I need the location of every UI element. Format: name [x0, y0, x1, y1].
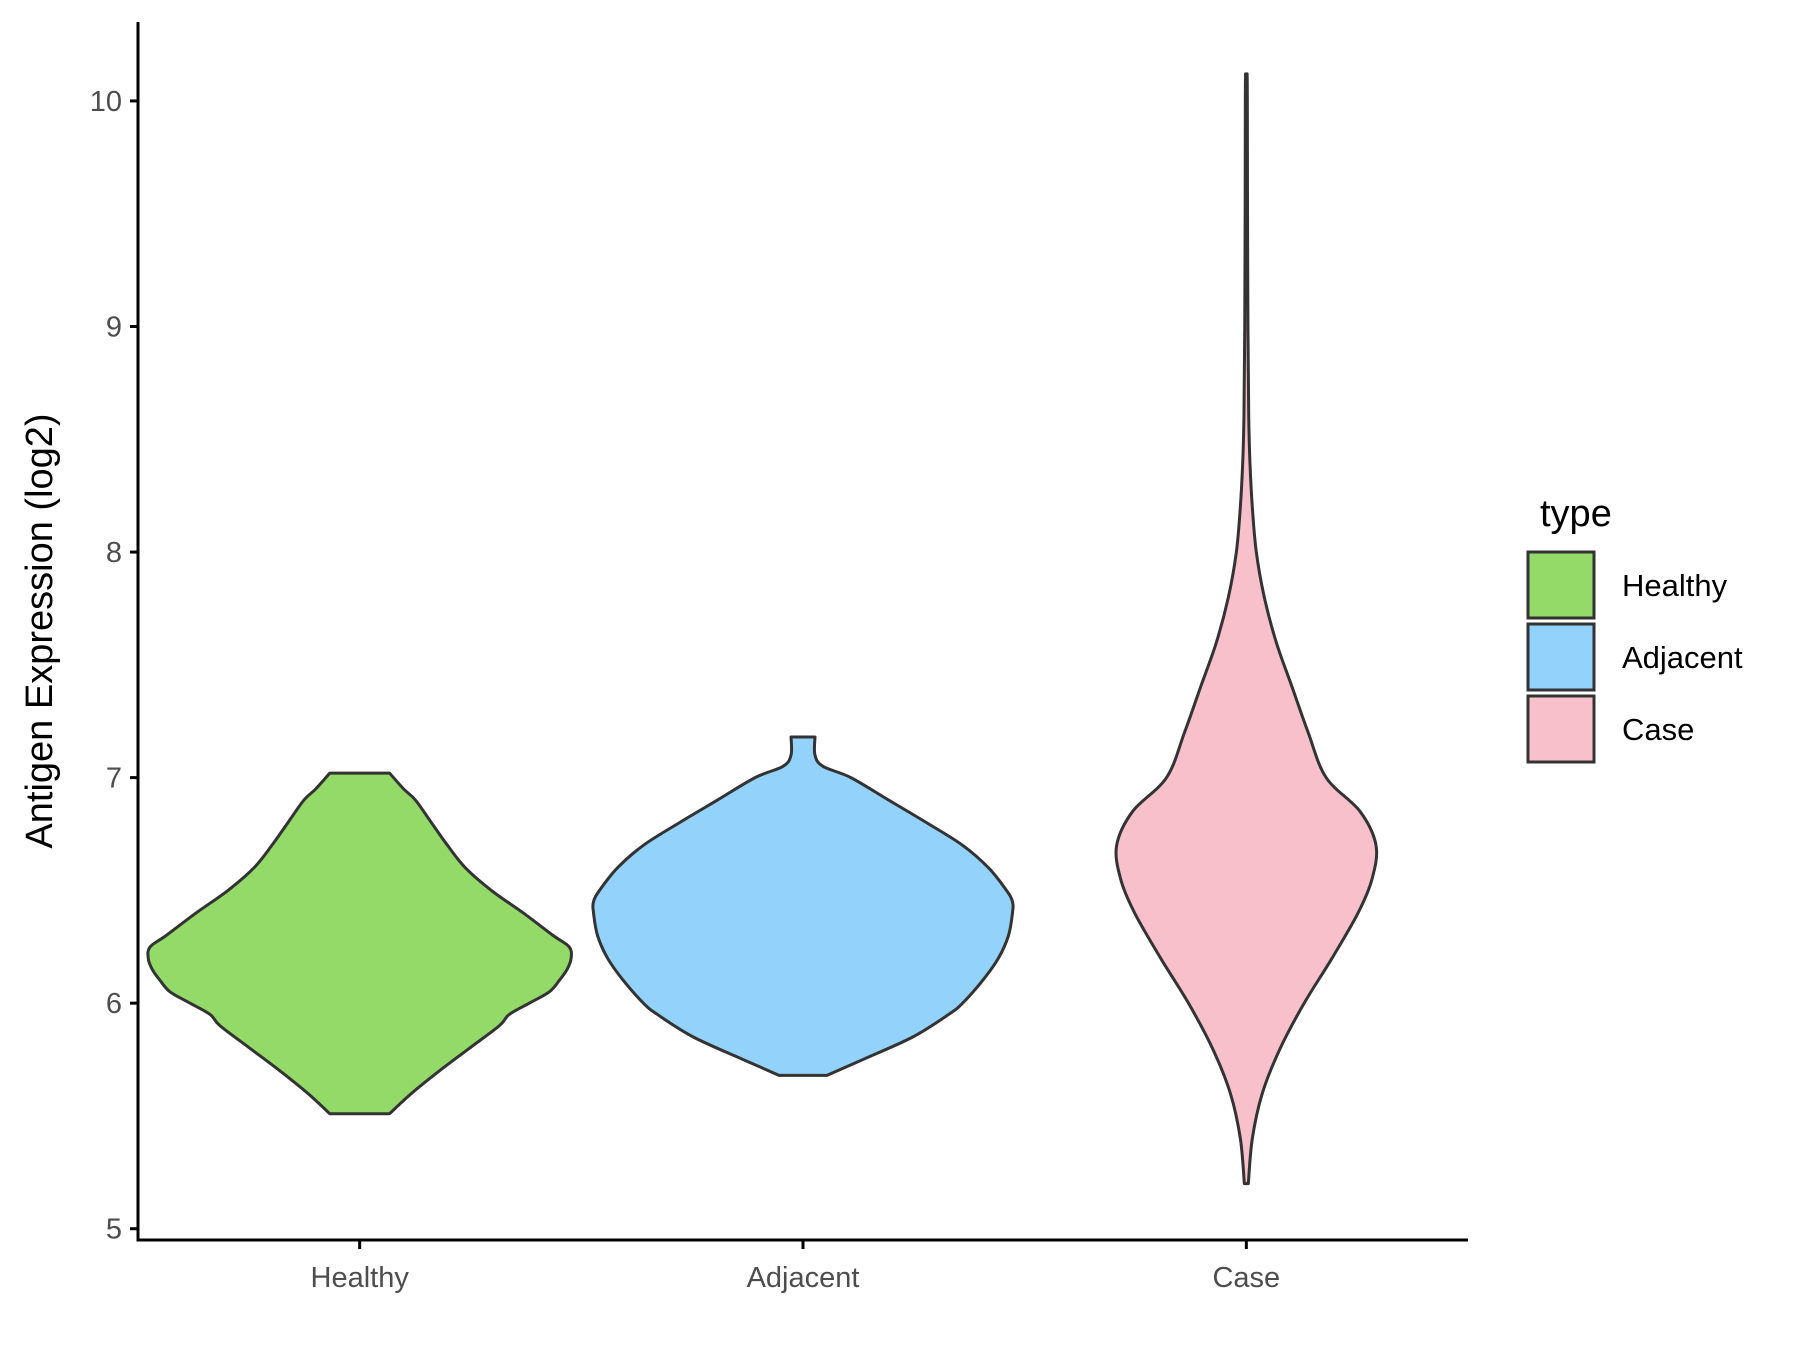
violin-case — [1114, 72, 1379, 1186]
legend-label-case: Case — [1622, 712, 1694, 747]
y-tick-label: 5 — [106, 1214, 122, 1246]
axes-layer: 5 6 7 8 9 10 Healthy Adjacent Case Antigen Expr… — [19, 22, 1468, 1294]
y-ticks: 5 6 7 8 9 10 — [90, 86, 138, 1246]
violin-layer — [146, 72, 1379, 1186]
x-tick-label: Adjacent — [747, 1262, 860, 1294]
y-tick-label: 10 — [90, 86, 122, 118]
legend-label-adjacent: Adjacent — [1622, 640, 1743, 675]
y-tick-label: 9 — [106, 312, 122, 344]
violin-healthy — [146, 771, 573, 1116]
legend-swatch-adjacent — [1526, 622, 1596, 692]
legend-swatch-case — [1526, 694, 1596, 764]
legend: type Healthy Adjacent Case — [1526, 493, 1743, 764]
y-tick-label: 7 — [106, 763, 122, 795]
legend-label-healthy: Healthy — [1622, 568, 1728, 603]
y-axis-title: Antigen Expression (log2) — [19, 413, 61, 848]
legend-title: type — [1540, 493, 1612, 535]
x-tick-label: Healthy — [311, 1262, 410, 1294]
y-tick-label: 6 — [106, 988, 122, 1020]
legend-swatch-healthy — [1526, 550, 1596, 620]
x-ticks: Healthy Adjacent Case — [311, 1240, 1280, 1294]
x-tick-label: Case — [1212, 1262, 1280, 1294]
violin-adjacent — [591, 735, 1015, 1077]
y-tick-label: 8 — [106, 537, 122, 569]
